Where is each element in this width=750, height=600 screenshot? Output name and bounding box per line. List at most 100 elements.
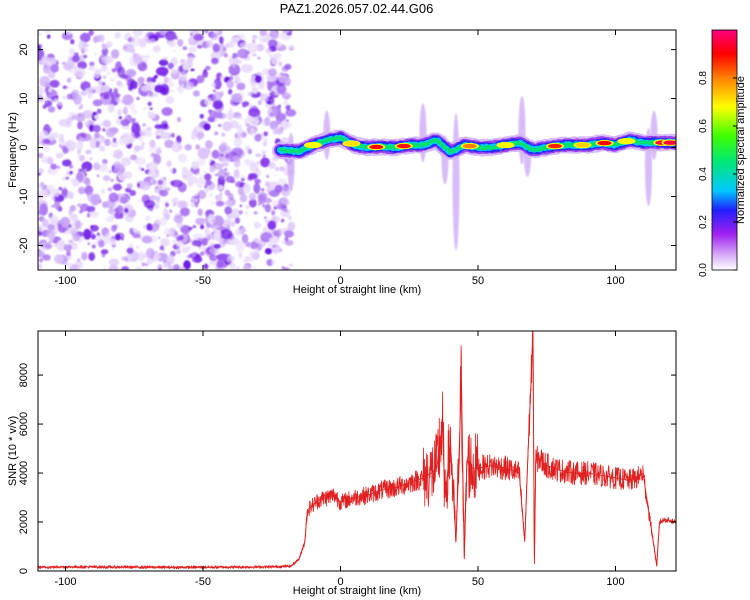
noise-blob [85,149,92,155]
noise-blob [283,126,287,130]
noise-blob [262,37,270,43]
noise-blob [149,107,153,110]
noise-blob [61,31,73,41]
spectrogram-y-tick-label: 0 [18,144,30,150]
noise-blob [75,172,84,183]
noise-blob [211,218,215,223]
noise-blob [71,89,79,96]
noise-blob [148,169,156,177]
noise-blob [200,224,205,230]
signal-hot-spot [663,140,676,145]
noise-blob [59,144,62,148]
noise-blob [216,253,229,261]
noise-blob [209,247,220,255]
noise-blob [80,97,84,100]
snr-y-tick-label: 4000 [18,461,30,485]
noise-blob [232,155,241,162]
noise-blob [88,211,99,218]
noise-blob [167,39,176,48]
noise-blob [231,210,237,214]
noise-blob [57,101,63,106]
noise-blob [38,152,44,159]
noise-blob [116,205,124,215]
noise-blob [38,263,43,270]
noise-blob [289,45,294,49]
noise-blob [105,41,113,48]
noise-blob [173,49,177,53]
noise-blob [79,210,83,214]
noise-blob [38,32,41,37]
noise-blob [192,90,200,97]
noise-blob [38,172,41,176]
noise-blob [56,239,66,252]
noise-blob [212,43,220,53]
noise-blob [159,245,165,251]
noise-blob [226,79,234,89]
noise-blob [227,193,234,200]
noise-blob [54,99,58,103]
spectrogram-y-tick-label: -20 [18,238,30,254]
noise-blob [115,97,121,103]
noise-blob [213,229,221,241]
noise-blob [224,53,228,58]
noise-blob [38,167,44,175]
noise-blob [115,233,121,241]
noise-blob [192,225,197,229]
noise-blob [96,174,100,178]
noise-blob [169,168,173,172]
noise-blob [210,201,215,205]
noise-blob [239,204,243,208]
noise-blob [276,83,287,95]
noise-blob [231,93,243,103]
noise-blob [235,162,239,167]
noise-blob [241,63,253,73]
noise-blob [112,183,122,191]
noise-blob [231,147,244,157]
noise-blob [61,159,72,167]
noise-blob [131,89,135,93]
noise-blob [42,65,51,74]
noise-blob [67,86,70,89]
noise-blob [285,104,291,111]
noise-blob [70,213,78,222]
noise-blob [273,230,280,237]
noise-blob [145,263,149,267]
noise-blob [246,42,259,54]
noise-blob [182,46,188,50]
noise-blob [159,216,168,226]
noise-blob [88,30,94,36]
noise-blob [112,247,115,251]
noise-blob [271,260,276,265]
noise-blob [203,123,211,131]
spectrogram-x-tick-label: 100 [606,275,624,287]
noise-blob [136,245,140,249]
noise-blob [212,91,222,104]
noise-blob [158,267,162,270]
spectrogram-x-tick-label: 50 [472,275,484,287]
noise-blob [94,52,97,56]
noise-blob [184,144,192,151]
noise-blob [47,106,56,113]
spectrogram-y-tick-label: 20 [18,43,30,55]
noise-blob [219,91,224,97]
noise-blob [263,137,268,143]
noise-blob [68,48,76,55]
noise-blob [145,162,158,170]
noise-blob [280,208,291,218]
noise-blob [277,203,285,210]
noise-blob [254,178,261,184]
noise-blob [231,256,236,261]
noise-blob [102,76,107,79]
noise-blob [254,75,262,84]
noise-blob [70,264,80,270]
noise-blob [147,101,152,107]
noise-blob [209,93,213,97]
noise-blob [108,169,112,174]
noise-blob [172,199,176,204]
noise-blob [217,168,228,180]
noise-blob [197,240,202,248]
noise-blob [209,192,213,198]
noise-blob [234,217,241,224]
noise-blob [105,127,116,138]
